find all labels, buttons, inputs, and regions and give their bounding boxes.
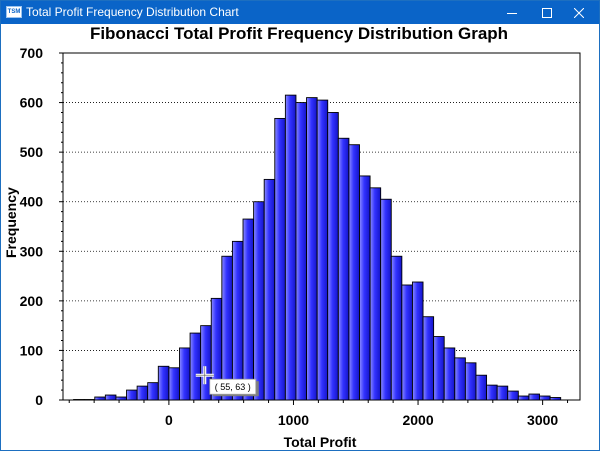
app-icon: TSM bbox=[6, 6, 22, 18]
close-icon bbox=[574, 7, 584, 18]
histogram-bar[interactable] bbox=[284, 94, 297, 401]
histogram-bar[interactable] bbox=[464, 362, 477, 401]
histogram-bar[interactable] bbox=[94, 396, 106, 401]
histogram-bar[interactable] bbox=[475, 374, 488, 401]
histogram-bar[interactable] bbox=[359, 175, 371, 401]
histogram-bar[interactable] bbox=[433, 336, 445, 401]
histogram-bar[interactable] bbox=[443, 347, 456, 401]
histogram-bar[interactable] bbox=[401, 284, 413, 401]
y-tick-label: 500 bbox=[20, 144, 44, 160]
maximize-button[interactable] bbox=[525, 1, 569, 24]
histogram-bar[interactable] bbox=[115, 396, 127, 401]
histogram-bar[interactable] bbox=[263, 178, 276, 401]
y-tick-label: 700 bbox=[20, 45, 44, 61]
histogram-bar[interactable] bbox=[189, 332, 202, 401]
y-tick-label: 300 bbox=[20, 243, 44, 259]
chart-title: Fibonacci Total Profit Frequency Distrib… bbox=[89, 24, 509, 43]
minimize-button[interactable] bbox=[490, 1, 534, 24]
histogram-bar[interactable] bbox=[549, 397, 562, 401]
title-bar[interactable]: TSM Total Profit Frequency Distribution … bbox=[1, 1, 599, 24]
histogram-bar[interactable] bbox=[179, 347, 191, 401]
histogram-bar[interactable] bbox=[348, 144, 360, 401]
histogram-bar[interactable] bbox=[486, 384, 498, 401]
histogram-bar[interactable] bbox=[253, 201, 265, 401]
close-button[interactable] bbox=[557, 1, 600, 24]
histogram-bar[interactable] bbox=[390, 255, 403, 401]
coordinate-tooltip bbox=[209, 378, 257, 395]
histogram-bar[interactable] bbox=[231, 240, 244, 401]
histogram-bar[interactable] bbox=[380, 198, 392, 401]
x-tick-label: 2000 bbox=[402, 412, 433, 428]
x-tick-label: 3000 bbox=[527, 412, 558, 428]
x-tick-label: 1000 bbox=[278, 412, 309, 428]
histogram-bar[interactable] bbox=[295, 102, 308, 401]
histogram-bar[interactable] bbox=[157, 365, 170, 401]
histogram-bar[interactable] bbox=[422, 316, 435, 401]
histogram-bar[interactable] bbox=[496, 385, 509, 401]
histogram-bar[interactable] bbox=[136, 385, 149, 401]
histogram-bar[interactable] bbox=[126, 389, 138, 401]
y-tick-label: 400 bbox=[20, 194, 44, 210]
histogram-bar[interactable] bbox=[539, 395, 551, 401]
y-tick-label: 600 bbox=[20, 95, 44, 111]
y-tick-label: 100 bbox=[20, 342, 44, 358]
histogram-bar[interactable] bbox=[454, 357, 466, 401]
coordinate-tooltip-text: ( 55, 63 ) bbox=[215, 382, 251, 392]
y-tick-label: 200 bbox=[20, 293, 44, 309]
histogram-bar[interactable] bbox=[528, 393, 540, 401]
histogram-bar[interactable] bbox=[327, 112, 339, 401]
histogram-bar[interactable] bbox=[316, 99, 329, 401]
histogram-bar[interactable] bbox=[274, 117, 286, 401]
histogram-bar[interactable] bbox=[411, 281, 424, 401]
x-tick-label: 0 bbox=[165, 412, 173, 428]
histogram-bar[interactable] bbox=[221, 255, 233, 401]
histogram-bar[interactable] bbox=[369, 187, 382, 401]
histogram-bar[interactable] bbox=[104, 394, 117, 401]
y-tick-label: 0 bbox=[35, 392, 43, 408]
minimize-icon bbox=[507, 12, 517, 14]
histogram-bar[interactable] bbox=[168, 367, 180, 401]
maximize-icon bbox=[542, 7, 552, 18]
histogram-bar[interactable] bbox=[147, 382, 159, 401]
x-axis-label: Total Profit bbox=[283, 434, 357, 450]
histogram-bar[interactable] bbox=[242, 218, 255, 401]
histogram-bar[interactable] bbox=[337, 137, 350, 401]
window-title: Total Profit Frequency Distribution Char… bbox=[26, 5, 239, 19]
histogram-bar[interactable] bbox=[507, 390, 519, 401]
histogram-bar[interactable] bbox=[306, 97, 318, 401]
histogram-bar[interactable] bbox=[517, 395, 530, 401]
